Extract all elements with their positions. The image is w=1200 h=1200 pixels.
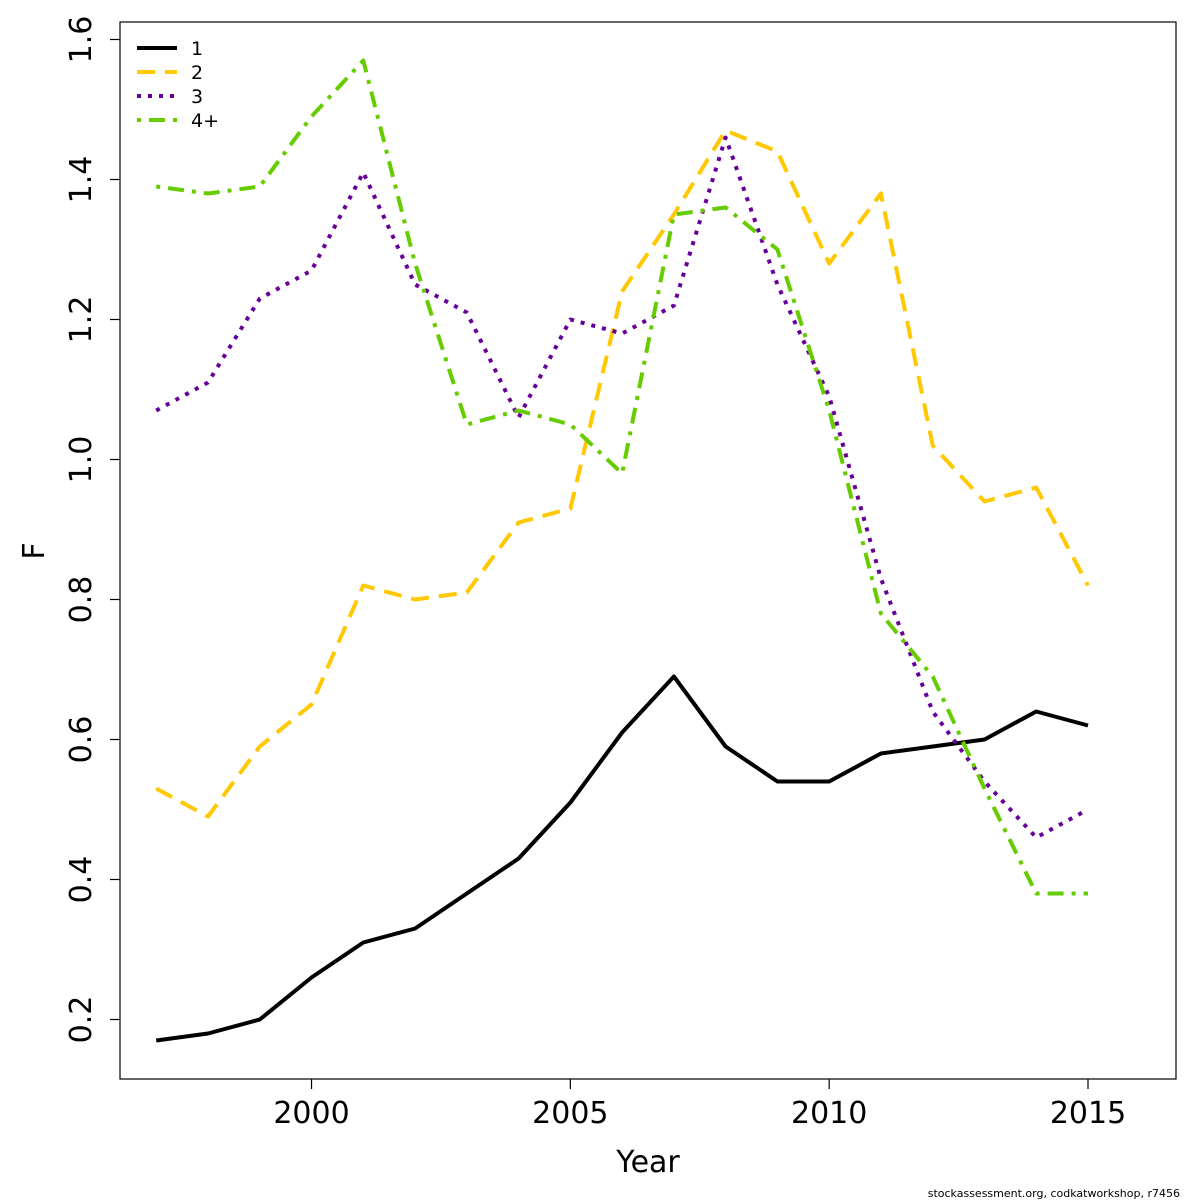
legend-label: 4+: [191, 110, 219, 132]
y-tick-label: 0.6: [64, 716, 99, 764]
x-tick-label: 2015: [1050, 1096, 1126, 1131]
x-tick-label: 2010: [791, 1096, 867, 1131]
y-tick-label: 0.8: [64, 576, 99, 624]
x-axis: 2000 2005 2010 2015: [273, 1079, 1126, 1131]
y-tick-label: 0.4: [64, 856, 99, 904]
series-line-2: [155, 128, 1090, 819]
y-tick-label: 1.6: [64, 16, 99, 64]
y-tick-label: 0.2: [64, 996, 99, 1044]
series-line-1: [155, 674, 1089, 1043]
y-tick-label: 1.4: [64, 156, 99, 204]
plot-frame: [119, 21, 1177, 1080]
footer-credit: stockassessment.org, codkatworkshop, r74…: [928, 1187, 1180, 1200]
y-tick-label: 1.2: [64, 296, 99, 344]
legend-label: 3: [191, 86, 203, 108]
legend-label: 1: [191, 38, 203, 60]
x-tick-label: 2000: [273, 1096, 349, 1131]
legend-label: 2: [191, 62, 203, 84]
y-axis-title: F: [17, 542, 52, 559]
x-axis-title: Year: [615, 1145, 680, 1180]
series-layer: [155, 58, 1090, 1043]
y-tick-label: 1.0: [64, 436, 99, 484]
y-axis: 0.2 0.4 0.6 0.8 1.0 1.2 1.4 1.6: [64, 16, 120, 1044]
series-line-4plus: [155, 58, 1088, 896]
x-tick-label: 2005: [532, 1096, 608, 1131]
